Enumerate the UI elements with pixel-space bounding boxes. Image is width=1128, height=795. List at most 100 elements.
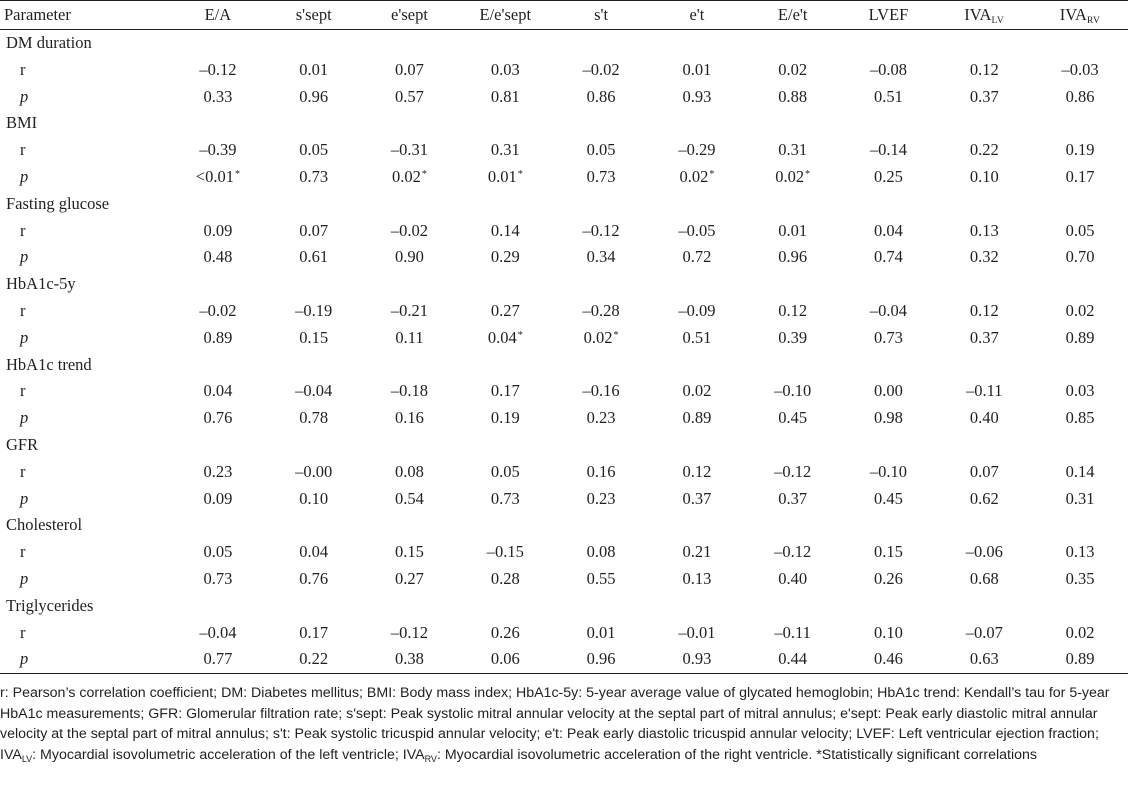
p-value-cell: 0.54 [362, 486, 458, 513]
p-value-cell: 0.06 [457, 646, 554, 675]
column-header-label: E/e't [777, 5, 808, 24]
p-value-cell: 0.77 [170, 646, 266, 675]
p-value-cell: 0.23 [553, 405, 649, 432]
p-value-cell: 0.76 [170, 405, 266, 432]
r-value-cell: 0.05 [1032, 218, 1128, 245]
cell-value: 0.35 [1065, 568, 1095, 588]
cell-value: –0.04 [295, 381, 333, 401]
p-value-cell: 0.45 [745, 405, 841, 432]
p-value-cell: 0.34 [553, 244, 649, 271]
cell-value: 0.02 [775, 166, 805, 186]
cell-value: –0.07 [965, 622, 1003, 642]
p-value-cell: 0.61 [266, 244, 362, 271]
cell-value: –0.12 [199, 59, 237, 79]
cell-value: <0.01 [195, 166, 234, 186]
r-label: r [20, 220, 26, 240]
cell-value: 0.96 [299, 86, 329, 106]
column-header-subscript: LV [991, 16, 1005, 26]
r-value-cell: –0.11 [745, 620, 841, 647]
parameter-name: BMI [6, 113, 38, 133]
parameter-group-row: HbA1c trend [0, 352, 1128, 379]
r-value-cell: –0.04 [266, 378, 362, 405]
p-value-cell: 0.33 [170, 84, 266, 111]
p-value-cell: 0.02* [362, 164, 458, 191]
r-value-cell: 0.17 [266, 620, 362, 647]
cell-value: 0.73 [203, 568, 233, 588]
cell-value: 0.63 [969, 649, 999, 669]
p-value-cell: 0.78 [266, 405, 362, 432]
significance-marker: * [709, 168, 715, 180]
p-value-cell: 0.15 [266, 325, 362, 352]
p-value-cell: 0.22 [265, 646, 362, 675]
p-value-cell: 0.76 [266, 566, 362, 593]
p-value-cell: 0.19 [457, 405, 553, 432]
cell-value: –0.04 [199, 622, 237, 642]
cell-value: 0.51 [682, 327, 712, 347]
r-value-cell: –0.09 [649, 298, 745, 325]
column-header-label: IVA [964, 5, 992, 24]
header-parameter: Parameter [0, 0, 170, 30]
r-value-cell: 0.13 [936, 218, 1032, 245]
cell-value: 0.73 [874, 327, 903, 347]
cell-value: –0.16 [582, 381, 620, 401]
cell-value: 0.32 [969, 247, 999, 267]
r-value-cell: 0.12 [745, 298, 841, 325]
p-value-cell: 0.46 [840, 646, 937, 675]
cell-value: 0.12 [969, 59, 999, 79]
r-value-cell: 0.15 [362, 539, 458, 566]
cell-value: 0.04 [487, 327, 517, 347]
cell-value: 0.90 [395, 247, 424, 267]
r-value-cell: 0.04 [266, 539, 362, 566]
p-value-cell: 0.01* [457, 164, 553, 191]
cell-value: –0.18 [390, 381, 429, 401]
column-header: E/e't [744, 0, 841, 30]
p-value-cell: 0.86 [553, 84, 649, 111]
cell-value: 0.89 [1065, 649, 1095, 669]
p-value-cell: 0.98 [841, 405, 937, 432]
p-value-cell: <0.01* [170, 164, 266, 191]
cell-value: 0.93 [682, 649, 712, 669]
p-value-cell: 0.85 [1032, 405, 1128, 432]
correlation-row: r 0.09 0.07 –0.02 0.14 –0.12 –0.05 0.01 0.04 0.13… [0, 218, 1128, 245]
p-label: p [20, 488, 29, 508]
cell-value: 0.39 [778, 327, 808, 347]
cell-value: 0.13 [1065, 542, 1095, 562]
cell-value: 0.55 [586, 568, 616, 588]
p-value-cell: 0.96 [745, 244, 841, 271]
r-value-cell: 0.04 [841, 218, 937, 245]
cell-value: 0.02 [682, 381, 712, 401]
p-value-row: p 0.89 0.15 0.11 0.04* 0.02* 0.51 0.39 0.73 0.37 0… [0, 325, 1128, 352]
r-value-cell: –0.10 [841, 459, 937, 486]
cell-value: 0.19 [490, 408, 520, 428]
p-label: p [20, 247, 29, 267]
cell-value: 0.33 [203, 86, 233, 106]
p-value-cell: 0.02* [745, 164, 841, 191]
cell-value: 0.23 [586, 488, 616, 508]
r-value-cell: 0.02 [1032, 620, 1128, 647]
cell-value: –0.11 [774, 622, 811, 642]
r-value-cell: –0.02 [553, 57, 649, 84]
p-label: p [20, 86, 29, 106]
r-value-cell: –0.15 [457, 539, 553, 566]
cell-value: 0.01 [586, 622, 616, 642]
column-header: IVARV [1032, 0, 1128, 30]
parameter-group-row: GFR [0, 432, 1128, 459]
correlation-row: r 0.04 –0.04 –0.18 0.17 –0.16 0.02 –0.10 0.00 –0.… [0, 378, 1128, 405]
parameter-name: Cholesterol [6, 515, 83, 535]
parameter-group-row: DM duration [0, 30, 1128, 57]
cell-value: 0.27 [490, 300, 520, 320]
p-value-cell: 0.44 [744, 646, 841, 675]
r-value-cell: –0.03 [1032, 57, 1128, 84]
cell-value: 0.12 [969, 300, 999, 320]
cell-value: 0.21 [682, 542, 712, 562]
r-value-cell: 0.03 [457, 57, 553, 84]
p-value-cell: 0.02* [553, 325, 649, 352]
cell-value: 0.70 [1065, 247, 1095, 267]
cell-value: 0.89 [1065, 327, 1095, 347]
r-label: r [20, 542, 26, 562]
p-value-cell: 0.96 [553, 646, 649, 675]
cell-value: 0.02 [679, 166, 709, 186]
correlation-row: r 0.23 –0.00 0.08 0.05 0.16 0.12 –0.12 –0.10 0.07… [0, 459, 1128, 486]
r-value-cell: 0.09 [170, 218, 266, 245]
cell-value: 0.15 [299, 327, 329, 347]
